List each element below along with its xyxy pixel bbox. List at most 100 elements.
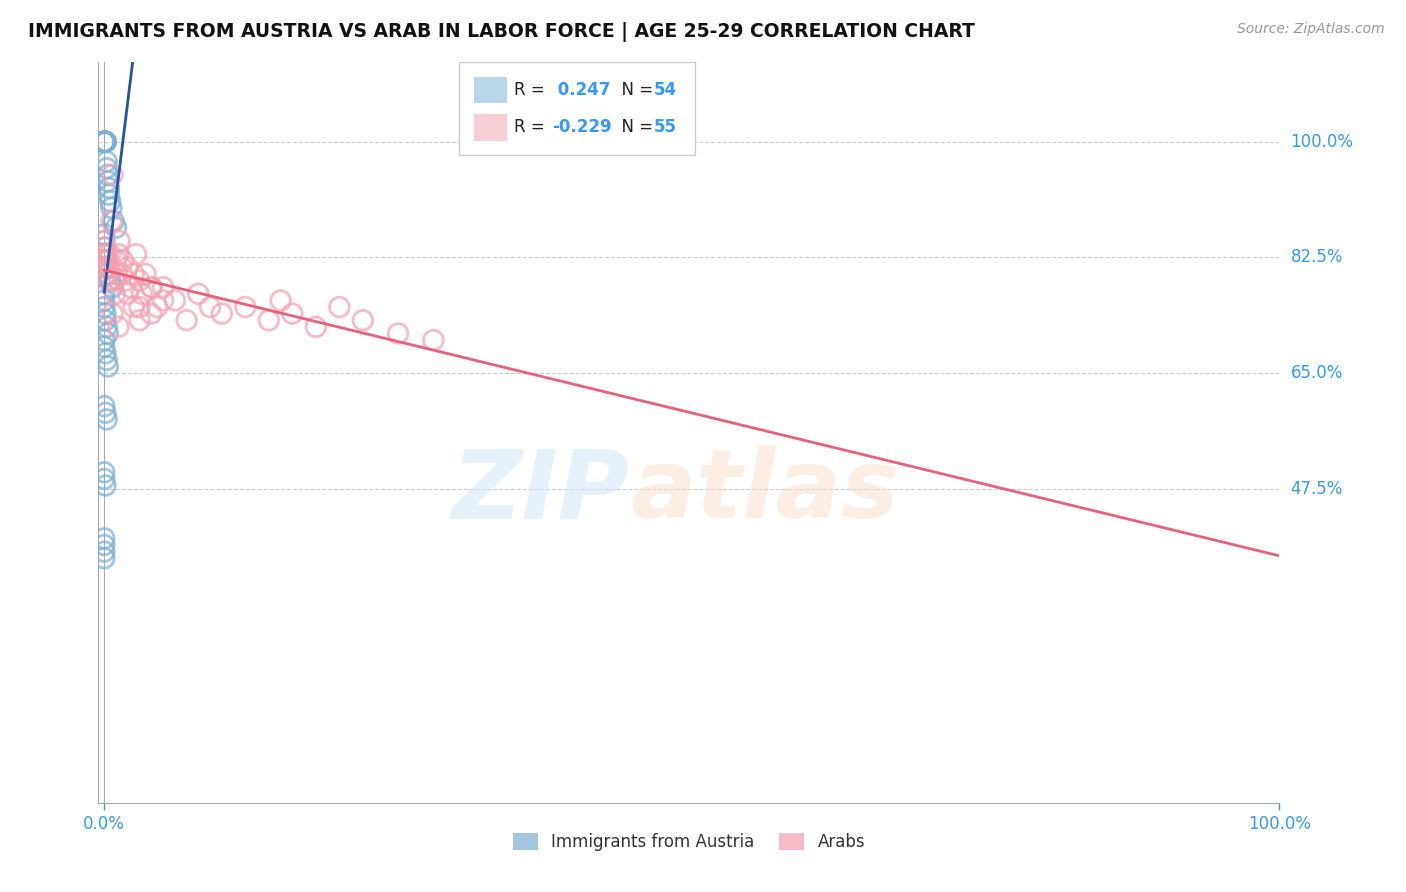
Point [105,267,128,281]
Point [233,300,256,314]
Point [93,340,115,354]
Point [93,532,115,546]
Point [93,135,115,149]
Point [93,293,115,308]
Point [93,472,115,486]
FancyBboxPatch shape [458,62,695,155]
Point [163,293,186,308]
Point [131,286,153,301]
Point [122,300,145,314]
Point [94,478,117,492]
Point [93,227,115,242]
Point [96,154,118,169]
Text: 65.0%: 65.0% [1291,364,1343,382]
Point [93,241,115,255]
Point [107,247,129,261]
Point [94,135,117,149]
Text: N =: N = [612,119,658,136]
Text: 55: 55 [654,119,676,136]
Point [117,260,139,275]
Bar [474,114,508,141]
Point [96,260,118,275]
Point [97,267,120,281]
Point [94,135,117,149]
Point [141,307,163,321]
Point [270,293,292,308]
Point [111,267,134,281]
Point [141,280,163,294]
Point [146,300,169,314]
Point [387,326,409,341]
Point [98,274,121,288]
Point [257,313,280,327]
Text: 47.5%: 47.5% [1291,480,1343,498]
Text: R =: R = [515,119,550,136]
Text: -0.229: -0.229 [553,119,612,136]
Point [104,286,127,301]
Point [94,307,117,321]
Point [152,293,174,308]
Point [108,234,131,248]
Point [93,286,115,301]
Point [93,551,115,566]
Point [128,274,150,288]
Point [198,300,221,314]
Text: 100.0%: 100.0% [1291,133,1354,151]
Point [94,135,117,149]
Point [93,135,115,149]
Point [94,406,117,420]
Legend: Immigrants from Austria, Arabs: Immigrants from Austria, Arabs [506,826,872,857]
Point [281,307,304,321]
Point [94,313,117,327]
Point [93,300,115,314]
Point [93,538,115,552]
Point [93,234,115,248]
Point [93,135,115,149]
Point [187,286,209,301]
Point [93,135,115,149]
Point [93,544,115,558]
Point [93,135,115,149]
Text: ZIP: ZIP [451,445,630,539]
Point [94,253,117,268]
Point [103,274,125,288]
Point [211,307,233,321]
Point [93,247,115,261]
Point [93,234,115,248]
Text: Source: ZipAtlas.com: Source: ZipAtlas.com [1237,22,1385,37]
Point [93,247,115,261]
Point [352,313,374,327]
Point [176,313,198,327]
Point [122,267,145,281]
Point [328,300,350,314]
Text: 0.247: 0.247 [553,81,610,99]
Point [125,247,148,261]
Point [96,247,118,261]
Point [107,319,129,334]
Point [305,319,328,334]
Point [97,326,120,341]
Point [97,359,120,374]
Point [98,194,121,209]
Point [128,300,150,314]
Point [152,280,174,294]
Point [93,135,115,149]
Point [93,253,115,268]
Point [96,267,118,281]
Text: 82.5%: 82.5% [1291,249,1343,267]
Point [94,260,117,275]
Text: R =: R = [515,81,550,99]
Point [100,214,122,228]
Point [141,280,163,294]
Point [96,319,118,334]
Point [93,135,115,149]
Point [134,267,156,281]
Point [94,135,117,149]
Point [98,260,121,275]
Point [97,174,120,188]
Point [97,253,120,268]
Point [97,274,120,288]
Point [105,220,128,235]
Point [117,286,139,301]
Point [422,333,444,347]
